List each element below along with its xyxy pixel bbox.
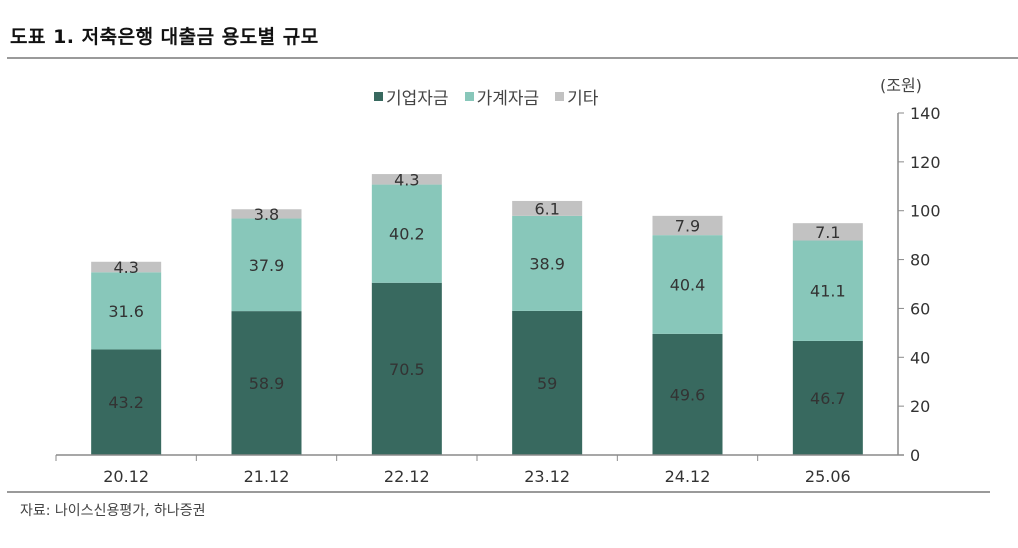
data-label: 40.4	[670, 275, 706, 294]
bar-segment	[512, 215, 583, 311]
data-label: 31.6	[108, 302, 144, 321]
data-label: 37.9	[249, 256, 285, 275]
chart-legend: 기업자금 가계자금 기타	[374, 84, 598, 109]
y-tick-label: 80	[910, 251, 930, 270]
data-label: 41.1	[810, 282, 846, 301]
bar-segment	[792, 240, 863, 341]
data-label: 40.2	[389, 225, 425, 244]
bar-segment	[792, 340, 863, 455]
y-tick-label: 120	[910, 153, 941, 172]
data-label: 49.6	[670, 385, 706, 404]
data-label: 58.9	[249, 374, 285, 393]
data-label: 4.3	[394, 170, 419, 189]
bar-segment	[792, 223, 863, 241]
y-axis-unit-label: (조원)	[880, 76, 922, 95]
bar-segment	[91, 261, 162, 273]
x-tick-label: 21.12	[244, 467, 290, 486]
data-label: 4.3	[113, 258, 138, 277]
legend-label-corporate: 기업자금	[386, 89, 449, 109]
bar-segment	[371, 282, 442, 455]
legend-label-other: 기타	[567, 89, 599, 109]
data-label: 7.1	[815, 223, 840, 242]
data-label: 70.5	[389, 360, 425, 379]
y-tick-label: 140	[910, 104, 941, 123]
bar-segment	[231, 209, 302, 219]
chart-title: 도표 1. 저축은행 대출금 용도별 규모	[10, 26, 319, 48]
data-label: 7.9	[675, 216, 700, 235]
legend-label-household: 가계자금	[476, 89, 540, 109]
bar-segment	[512, 310, 583, 455]
bar-segment	[652, 235, 723, 334]
data-label: 38.9	[529, 254, 565, 273]
x-tick-label: 22.12	[384, 467, 430, 486]
bar-segment	[371, 184, 442, 283]
legend-swatch-other	[555, 92, 565, 101]
data-label: 46.7	[810, 389, 846, 408]
bar-segment	[371, 174, 442, 185]
x-tick-label: 24.12	[665, 467, 711, 486]
legend-item-other: 기타	[555, 84, 598, 109]
bar-segment	[652, 333, 723, 455]
data-label: 6.1	[534, 199, 559, 218]
y-tick-label: 60	[910, 299, 930, 318]
y-tick-label: 100	[910, 202, 941, 221]
legend-swatch-household	[464, 92, 474, 101]
x-tick-label: 23.12	[524, 467, 570, 486]
y-tick-label: 0	[910, 446, 920, 465]
y-tick-label: 40	[910, 348, 930, 367]
bar-segment	[231, 218, 302, 312]
title-divider	[7, 57, 1018, 59]
source-note: 자료: 나이스신용평가, 하나증권	[20, 503, 206, 519]
footer-divider	[7, 491, 990, 493]
data-label: 43.2	[108, 393, 144, 412]
bar-segment	[91, 272, 162, 350]
legend-swatch-corporate	[374, 92, 383, 101]
bar-segment	[512, 200, 583, 216]
x-tick-label: 25.06	[805, 467, 851, 486]
bar-segment	[652, 215, 723, 236]
bar-segment	[91, 349, 162, 455]
bar-segment	[231, 311, 302, 455]
legend-item-corporate: 기업자금	[374, 84, 449, 109]
x-tick-label: 20.12	[103, 467, 149, 486]
data-label: 3.8	[254, 205, 279, 224]
y-tick-label: 20	[910, 397, 930, 416]
legend-item-household: 가계자금	[464, 84, 540, 109]
data-label: 59	[537, 374, 557, 393]
